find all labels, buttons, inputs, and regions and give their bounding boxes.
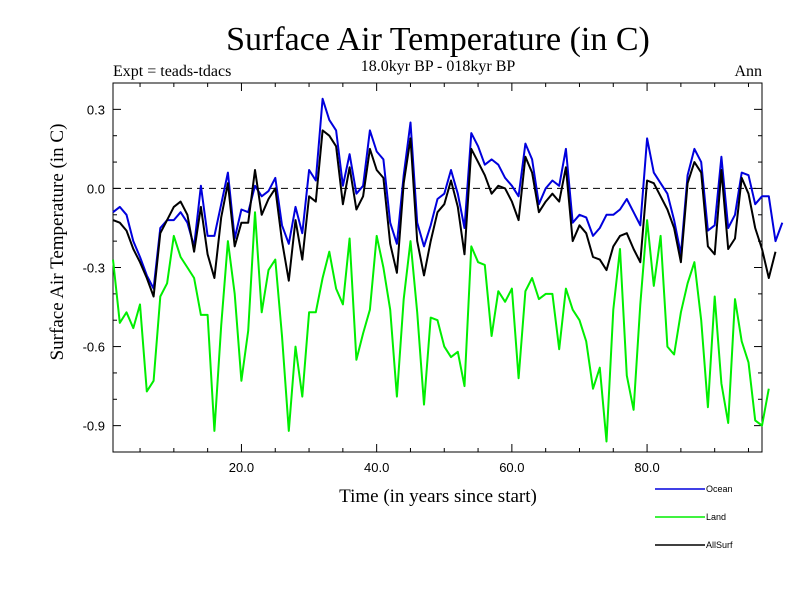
- y-tick-label: -0.6: [83, 340, 105, 355]
- experiment-label: Expt = teads-tdacs: [113, 63, 231, 80]
- y-tick-label: 0.3: [87, 102, 105, 117]
- legend-label-land: Land: [706, 512, 726, 522]
- plot-area: 0.3 0.0 -0.3 -0.6 -0.9 20.0 40.0 60.0 80.0: [83, 82, 784, 475]
- x-tick-label: 60.0: [499, 460, 524, 475]
- x-tick-label: 20.0: [229, 460, 254, 475]
- legend-label-ocean: Ocean: [706, 484, 733, 494]
- x-axis-label: Time (in years since start): [339, 486, 537, 507]
- y-axis-label: Surface Air Temperature (in C): [47, 124, 68, 361]
- y-tick-label: 0.0: [87, 181, 105, 196]
- x-tick-label: 40.0: [364, 460, 389, 475]
- season-label: Ann: [734, 63, 762, 80]
- series-line-land: [112, 211, 770, 443]
- y-tick-label: -0.9: [83, 419, 105, 434]
- legend: Ocean Land AllSurf: [655, 484, 733, 550]
- legend-label-allsurf: AllSurf: [706, 540, 733, 550]
- x-tick-label: 80.0: [634, 460, 659, 475]
- series-line-allsurf: [112, 129, 777, 298]
- period-label: 18.0kyr BP - 018kyr BP: [361, 58, 516, 75]
- series-line-ocean: [112, 97, 784, 290]
- y-tick-label: -0.3: [83, 261, 105, 276]
- chart-title: Surface Air Temperature (in C): [226, 21, 650, 58]
